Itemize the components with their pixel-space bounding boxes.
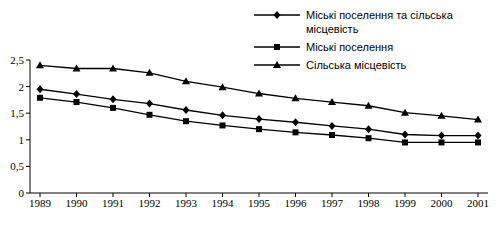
html-text:Сільська місцевість: Сільська місцевість <box>306 59 407 71</box>
html-text:Міські поселення: Міські поселення <box>306 41 394 53</box>
svg-text:1995: 1995 <box>248 197 271 209</box>
svg-text:1999: 1999 <box>394 197 417 209</box>
svg-text:1992: 1992 <box>139 197 161 209</box>
html-text:Міські поселення та сільська м: Міські поселення та сільська місцевість <box>306 9 453 35</box>
svg-text:1998: 1998 <box>358 197 381 209</box>
svg-text:2001: 2001 <box>467 197 488 209</box>
svg-text:1993: 1993 <box>175 197 198 209</box>
svg-text:2,5: 2,5 <box>10 54 24 66</box>
svg-text:2000: 2000 <box>431 197 454 209</box>
svg-text:0,5: 0,5 <box>10 160 24 172</box>
svg-text:1991: 1991 <box>102 197 124 209</box>
svg-text:1990: 1990 <box>66 197 89 209</box>
svg-text:1994: 1994 <box>212 197 235 209</box>
svg-text:1: 1 <box>19 134 25 146</box>
svg-text:1996: 1996 <box>285 197 308 209</box>
svg-text:1989: 1989 <box>29 197 52 209</box>
svg-text:0: 0 <box>19 187 25 199</box>
svg-text:1,5: 1,5 <box>10 107 24 119</box>
svg-text:1997: 1997 <box>321 197 344 209</box>
svg-text:2: 2 <box>19 81 25 93</box>
